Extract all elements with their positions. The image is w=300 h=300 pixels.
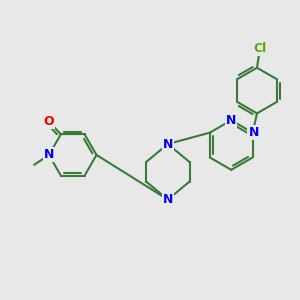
Text: O: O: [44, 115, 54, 128]
Text: Cl: Cl: [253, 42, 267, 56]
Text: N: N: [163, 138, 173, 151]
Text: N: N: [226, 114, 236, 127]
Text: N: N: [248, 126, 259, 139]
Text: N: N: [163, 193, 173, 206]
Text: N: N: [44, 148, 54, 161]
